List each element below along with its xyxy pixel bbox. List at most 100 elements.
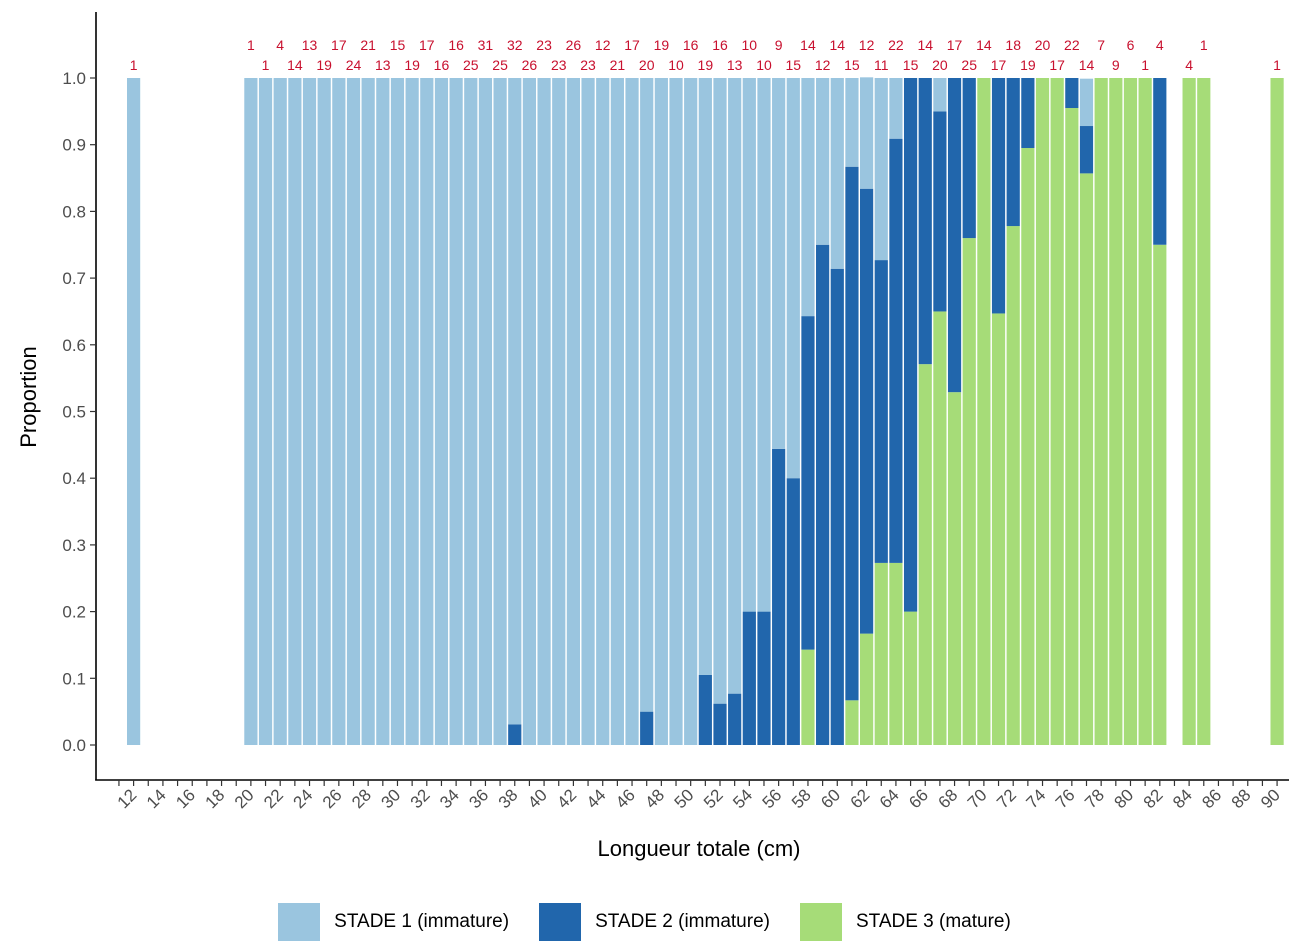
bar-segment-stade3 — [1270, 78, 1284, 745]
count-label: 23 — [580, 57, 596, 73]
bar-segment-stade3 — [1035, 78, 1050, 745]
count-label: 14 — [800, 37, 816, 53]
x-tick-label: 52 — [700, 785, 727, 812]
legend-swatch-stade3 — [799, 903, 842, 941]
bar-segment-stade1 — [801, 78, 815, 317]
bar-segment-stade1 — [127, 78, 141, 745]
bar-segment-stade1 — [522, 78, 537, 745]
bar-segment-stade3 — [860, 633, 874, 745]
count-label: 17 — [624, 37, 640, 53]
bar-segment-stade1 — [728, 78, 742, 694]
count-label: 15 — [786, 57, 802, 73]
bar-segment-stade1 — [244, 78, 258, 745]
x-tick-label: 16 — [172, 785, 199, 812]
bar-segment-stade3 — [977, 78, 991, 745]
count-label: 10 — [742, 37, 758, 53]
bar-segment-stade3 — [962, 238, 976, 745]
bar-segment-stade2 — [1079, 126, 1094, 174]
legend-label-stade3: STADE 3 (mature) — [855, 911, 1011, 932]
count-label: 16 — [683, 37, 699, 53]
bar-segment-stade2 — [728, 693, 742, 745]
bar-segment-stade1 — [713, 78, 727, 704]
bar-segment-stade1 — [361, 78, 375, 745]
count-label: 25 — [463, 57, 479, 73]
count-label: 13 — [375, 57, 391, 73]
bar-segment-stade2 — [1021, 78, 1035, 149]
bar-segment-stade1 — [684, 78, 698, 745]
bar-segment-stade2 — [640, 711, 654, 745]
y-tick-label: 0.3 — [62, 536, 86, 555]
count-label: 12 — [859, 37, 875, 53]
x-tick-label: 22 — [260, 785, 287, 812]
bar-segment-stade3 — [1065, 108, 1079, 745]
legend-label-stade1: STADE 1 (immature) — [334, 911, 510, 932]
bar-segment-stade2 — [1065, 78, 1079, 109]
bar-segment-stade3 — [1197, 78, 1211, 745]
bar-segment-stade2 — [816, 244, 830, 745]
count-label: 16 — [448, 37, 464, 53]
bar-segment-stade3 — [1079, 173, 1094, 745]
x-tick-label: 12 — [114, 785, 141, 812]
bar-segment-stade1 — [537, 78, 551, 745]
bar-segment-stade2 — [962, 78, 976, 239]
bar-segment-stade3 — [1138, 78, 1152, 745]
x-tick-label: 38 — [495, 785, 522, 812]
count-label: 11 — [874, 57, 889, 73]
bar-segment-stade1 — [346, 78, 361, 745]
bar-segment-stade2 — [713, 703, 727, 745]
x-tick-label: 44 — [583, 785, 610, 812]
x-tick-label: 34 — [436, 785, 463, 812]
x-tick-label: 36 — [465, 785, 492, 812]
bar-segment-stade2 — [860, 188, 874, 634]
x-tick-label: 54 — [729, 785, 756, 812]
bar-segment-stade3 — [1006, 226, 1020, 745]
bar-segment-stade1 — [860, 77, 874, 189]
bar-segment-stade2 — [918, 78, 932, 365]
x-tick-label: 84 — [1169, 785, 1196, 812]
bar-segment-stade1 — [772, 78, 786, 449]
bar-segment-stade2 — [903, 78, 918, 612]
x-axis-title: Longueur totale (cm) — [598, 836, 801, 861]
count-label: 23 — [536, 37, 552, 53]
y-tick-label: 1.0 — [62, 69, 86, 88]
bar-segment-stade2 — [1153, 78, 1167, 245]
y-tick-label: 0.4 — [62, 469, 86, 488]
count-label: 17 — [991, 57, 1007, 73]
count-label: 20 — [1035, 37, 1051, 53]
bar-segment-stade2 — [508, 724, 522, 745]
bar-segment-stade1 — [640, 78, 654, 712]
legend-swatch-stade1 — [278, 903, 321, 941]
bar-segment-stade1 — [610, 78, 624, 745]
count-label: 25 — [961, 57, 977, 73]
count-label: 31 — [478, 37, 494, 53]
x-tick-label: 78 — [1081, 785, 1108, 812]
bar-segment-stade1 — [376, 78, 390, 745]
bar-segment-stade3 — [991, 313, 1006, 745]
count-label: 16 — [434, 57, 450, 73]
bar-segment-stade1 — [420, 78, 434, 745]
bar-segment-stade1 — [786, 78, 800, 479]
count-label: 24 — [346, 57, 362, 73]
x-tick-label: 60 — [817, 785, 844, 812]
y-tick-label: 0.6 — [62, 336, 86, 355]
count-label: 14 — [1079, 57, 1095, 73]
bar-segment-stade1 — [889, 78, 903, 139]
bar-segment-stade3 — [1123, 78, 1138, 745]
bar-segment-stade3 — [801, 649, 815, 745]
count-label: 1 — [1141, 57, 1149, 73]
bar-segment-stade3 — [1050, 78, 1064, 745]
bar-segment-stade1 — [390, 78, 405, 745]
bar-segment-stade1 — [816, 78, 830, 245]
count-label: 14 — [976, 37, 992, 53]
x-tick-label: 62 — [847, 785, 874, 812]
y-tick-label: 0.8 — [62, 202, 86, 221]
bar-segment-stade1 — [288, 78, 302, 745]
bar-segment-stade2 — [1006, 78, 1020, 227]
bar-segment-stade1 — [566, 78, 580, 745]
count-label: 7 — [1097, 37, 1105, 53]
x-tick-label: 50 — [671, 785, 698, 812]
count-label: 25 — [492, 57, 508, 73]
x-tick-label: 76 — [1052, 785, 1079, 812]
x-tick-label: 28 — [348, 785, 375, 812]
bar-segment-stade1 — [933, 78, 947, 112]
